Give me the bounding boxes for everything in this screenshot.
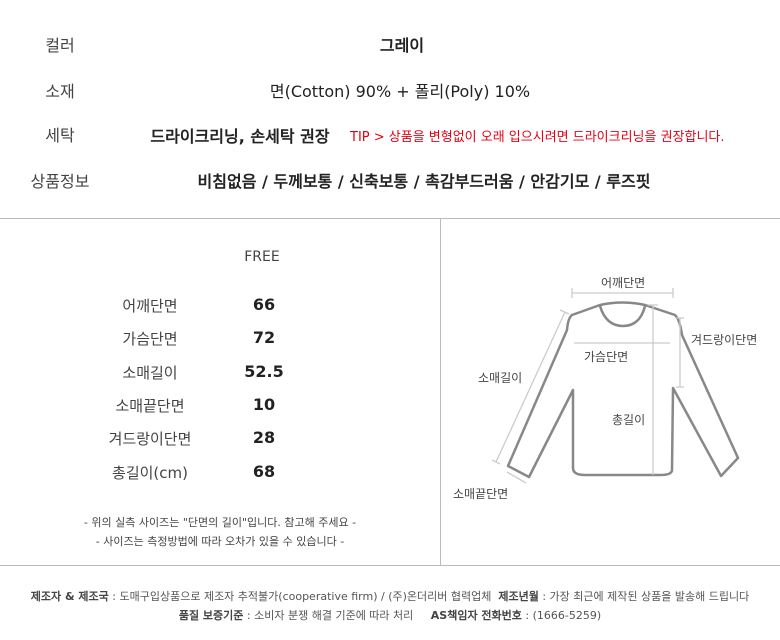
size-label: 어깨단면 xyxy=(122,297,178,315)
size-label: 겨드랑이단면 xyxy=(108,430,192,448)
footer-line-1: 제조자 & 제조국 : 도매구입상품으로 제조자 추적불가(cooperativ… xyxy=(31,588,749,604)
diagram-label-chest: 가슴단면 xyxy=(584,350,629,364)
size-value: 66 xyxy=(252,295,276,314)
maker-label: 제조자 & 제조국 xyxy=(30,590,109,603)
size-note: - 사이즈는 측정방법에 따라 오차가 있을 수 있습니다 - xyxy=(95,535,345,548)
diagram-label-cuff: 소매끝단면 xyxy=(453,487,509,501)
date-label: 제조년월 xyxy=(498,590,539,603)
info-label-wash: 세탁 xyxy=(45,126,75,145)
size-label: 소매끝단면 xyxy=(115,397,185,415)
size-label: 총길이(cm) xyxy=(112,464,188,482)
size-label: 가슴단면 xyxy=(122,330,178,348)
size-value: 10 xyxy=(252,395,276,414)
diagram-label-sleeve: 소매길이 xyxy=(478,371,523,385)
diagram-label-armhole: 겨드랑이단면 xyxy=(691,333,758,347)
info-value-wash: 드라이크리닝, 손세탁 권장 xyxy=(150,127,330,146)
size-value: 28 xyxy=(252,428,276,447)
info-value-product: 비침없음 / 두께보통 / 신축보통 / 촉감부드러움 / 안감기모 / 루즈핏 xyxy=(197,172,651,191)
size-note: - 위의 실측 사이즈는 "단면의 길이"입니다. 참고해 주세요 - xyxy=(83,516,357,529)
quality-value: : 소비자 분쟁 해결 기준에 따라 처리 xyxy=(243,609,414,622)
quality-label: 품질 보증기준 xyxy=(178,609,244,622)
size-value: 68 xyxy=(252,462,276,481)
info-value-color: 그레이 xyxy=(379,36,425,55)
diagram-label-shoulder: 어깨단면 xyxy=(601,276,646,290)
divider xyxy=(0,218,780,219)
divider xyxy=(0,565,780,566)
footer-line-2: 품질 보증기준 : 소비자 분쟁 해결 기준에 따라 처리 AS책임자 전화번호… xyxy=(179,607,601,623)
info-value-material: 면(Cotton) 90% + 폴리(Poly) 10% xyxy=(269,82,531,101)
size-value: 72 xyxy=(252,328,276,347)
size-label: 소매길이 xyxy=(122,364,178,382)
divider xyxy=(440,218,441,565)
info-label-product: 상품정보 xyxy=(30,172,90,191)
wash-tip: TIP > 상품을 변형없이 오래 입으시려면 드라이크리닝을 권장합니다. xyxy=(350,130,725,145)
size-header: FREE xyxy=(244,249,280,265)
date-value: : 가장 최근에 제작된 상품을 발송해 드립니다 xyxy=(538,590,750,603)
diagram-label-total: 총길이 xyxy=(612,413,646,427)
as-value: : (1666-5259) xyxy=(521,609,602,622)
as-label: AS책임자 전화번호 xyxy=(430,609,522,622)
shirt-outline xyxy=(506,301,740,479)
size-value: 52.5 xyxy=(244,362,284,381)
maker-value: : 도매구입상품으로 제조자 추적불가(cooperative firm) / … xyxy=(108,590,492,603)
info-label-material: 소재 xyxy=(45,82,75,101)
measure-lines xyxy=(491,288,684,484)
info-label-color: 컬러 xyxy=(45,36,75,55)
